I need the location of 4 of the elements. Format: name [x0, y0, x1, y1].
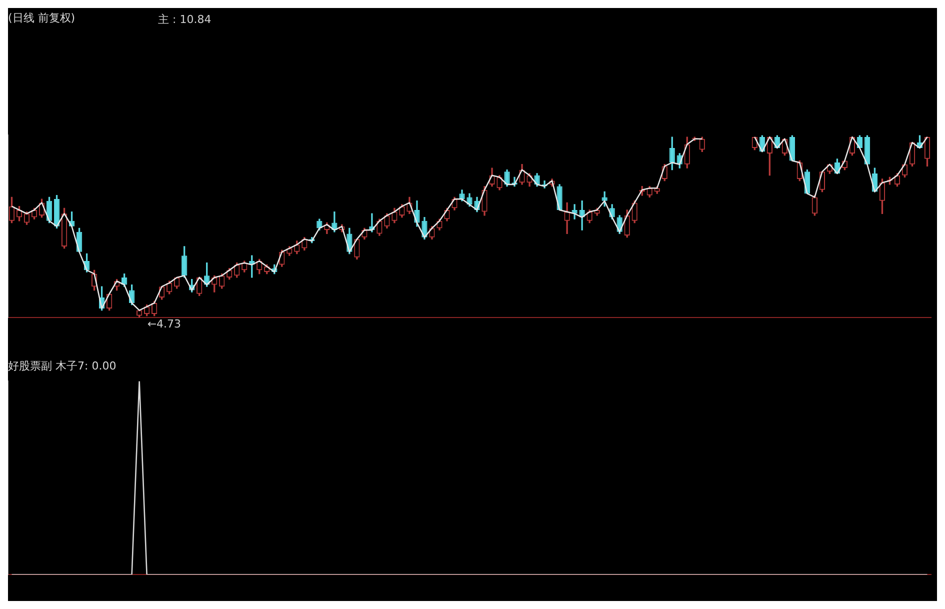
- chart-title: (日线 前复权): [8, 11, 76, 24]
- annotation: ←4.73: [147, 317, 182, 330]
- text: 主 : 10.84: [158, 12, 212, 26]
- chart-title: 好股票副 木子7: 0.00: [8, 359, 116, 372]
